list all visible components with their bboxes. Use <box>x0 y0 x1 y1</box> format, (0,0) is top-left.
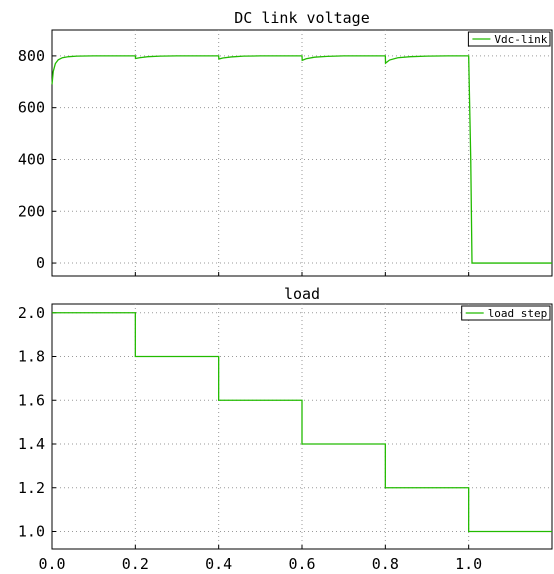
voltage-y-tick-label: 600 <box>18 99 45 117</box>
voltage-series-line <box>51 55 552 264</box>
load-x-tick-label: 1.0 <box>455 555 482 573</box>
load-y-tick-label: 1.6 <box>18 391 45 409</box>
load-x-tick-label: 0.4 <box>205 555 232 573</box>
voltage-y-tick-label: 800 <box>18 47 45 65</box>
load-legend-box <box>461 305 551 321</box>
voltage-panel: DC link voltage 0 200 400 600 800 Vdc-link <box>18 9 553 277</box>
voltage-y-tick-label: 400 <box>18 150 45 168</box>
load-chart-title: load <box>284 285 320 303</box>
load-y-tick-label: 1.8 <box>18 348 45 366</box>
load-y-tick-label: 2.0 <box>18 304 45 322</box>
voltage-chart-title: DC link voltage <box>234 9 369 27</box>
load-y-tick-label: 1.4 <box>18 435 45 453</box>
voltage-legend-box <box>467 31 551 47</box>
load-y-tick-label: 1.0 <box>18 523 45 541</box>
load-legend-label: load step <box>488 307 548 320</box>
load-y-tick-label: 1.2 <box>18 479 45 497</box>
load-x-tick-label: 0.2 <box>122 555 149 573</box>
load-x-tick-label: 0.6 <box>288 555 315 573</box>
load-series-line <box>52 312 552 533</box>
voltage-y-tick-label: 200 <box>18 202 45 220</box>
voltage-y-tick-label: 0 <box>36 254 45 272</box>
load-panel: load 1.0 1.2 1.4 1.6 1.8 2.0 0.0 0.2 0.4 0.6 0.8 1.0… <box>18 285 553 573</box>
voltage-legend-label: Vdc-link <box>494 33 547 46</box>
load-x-tick-label: 0.8 <box>372 555 399 573</box>
load-x-tick-label: 0.0 <box>38 555 65 573</box>
